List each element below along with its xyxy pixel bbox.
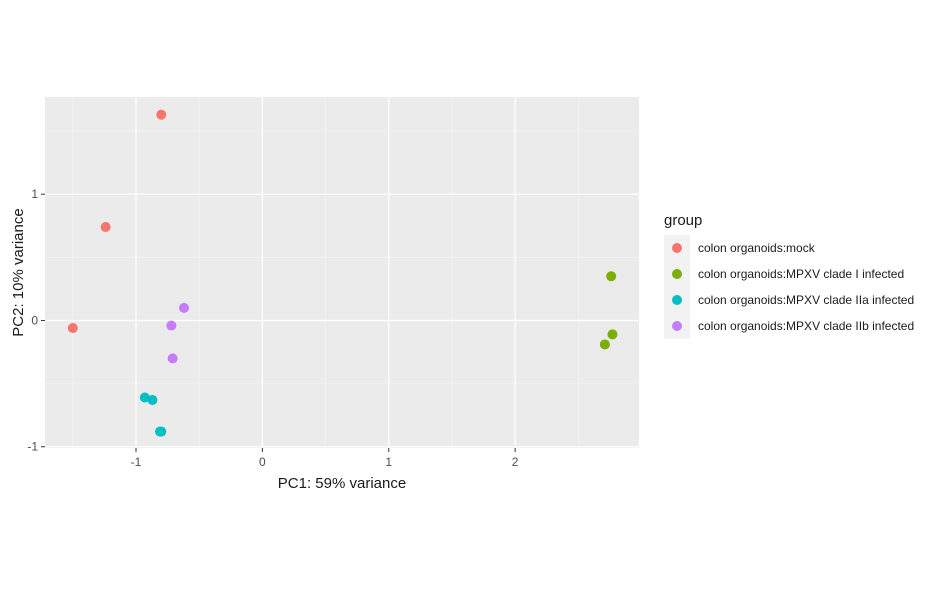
legend-items: colon organoids:mock colon organoids:MPXV… (664, 235, 914, 339)
data-point (607, 329, 618, 340)
legend-label: colon organoids:MPXV clade IIa infected (698, 293, 914, 307)
legend-label: colon organoids:MPXV clade IIb infected (698, 319, 914, 333)
x-tick-label: 0 (259, 455, 266, 469)
y-axis-ticks: -1 0 1 (27, 187, 45, 454)
panel-background (45, 97, 639, 448)
data-point (147, 395, 158, 406)
data-point (100, 222, 111, 233)
x-tick-label: 2 (512, 455, 519, 469)
major-gridlines (45, 97, 639, 448)
legend-key-dot (672, 295, 682, 305)
data-point (166, 320, 177, 331)
x-axis-title: PC1: 59% variance (278, 475, 406, 492)
minor-gridlines (45, 97, 639, 448)
x-tick-label: -1 (131, 455, 142, 469)
data-points (67, 109, 618, 437)
data-point (167, 353, 178, 364)
y-axis-title: PC2: 10% variance (10, 208, 27, 336)
legend-key-dot (672, 243, 682, 253)
legend-label: colon organoids:mock (698, 241, 816, 255)
x-tick-label: 1 (385, 455, 392, 469)
legend-title: group (664, 212, 702, 229)
x-axis-ticks: -1 0 1 2 (131, 448, 519, 469)
data-point (139, 392, 150, 403)
y-tick-label: 0 (31, 313, 38, 327)
data-point (155, 426, 166, 437)
y-tick-label: 1 (31, 187, 38, 201)
legend-key-dot (672, 321, 682, 331)
data-point (156, 109, 167, 120)
data-point (67, 323, 78, 334)
y-tick-label: -1 (27, 440, 38, 454)
data-point (179, 302, 190, 313)
legend-key-dot (672, 269, 682, 279)
data-point (606, 271, 617, 282)
legend-label: colon organoids:MPXV clade I infected (698, 267, 904, 281)
data-point (599, 339, 610, 350)
